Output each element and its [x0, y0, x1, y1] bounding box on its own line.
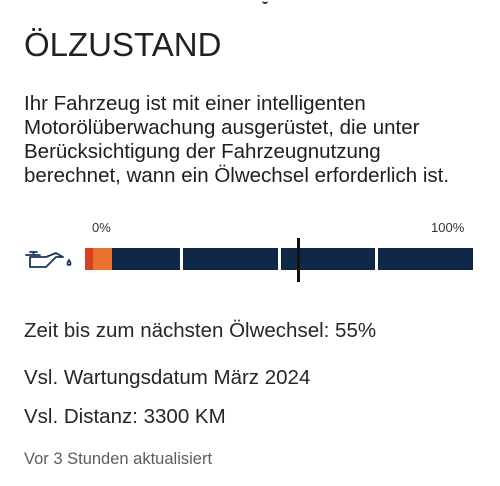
cut-off-glyph	[262, 0, 268, 4]
gauge-segment	[378, 248, 473, 270]
gauge-segment	[280, 248, 376, 270]
gauge-min-label: 0%	[92, 220, 111, 235]
gauge-marker	[296, 238, 300, 282]
service-date: Vsl. Wartungsdatum März 2024	[24, 366, 311, 389]
gauge-fill-level	[93, 248, 113, 270]
gauge-fill-red	[85, 248, 94, 270]
service-distance: Vsl. Distanz: 3300 KM	[24, 405, 226, 428]
last-updated: Vor 3 Stunden aktualisiert	[24, 450, 213, 468]
gauge-segment	[182, 248, 278, 270]
page-title: ÖLZUSTAND	[24, 26, 222, 63]
top-edge-fragment	[0, 0, 500, 6]
remaining-oil-life: Zeit bis zum nächsten Ölwechsel: 55%	[24, 319, 377, 342]
oil-life-gauge	[85, 248, 473, 270]
description-text: Ihr Fahrzeug ist mit einer intelligenten…	[24, 92, 450, 187]
gauge-max-label: 100%	[431, 220, 465, 235]
oil-can-icon	[24, 246, 74, 274]
